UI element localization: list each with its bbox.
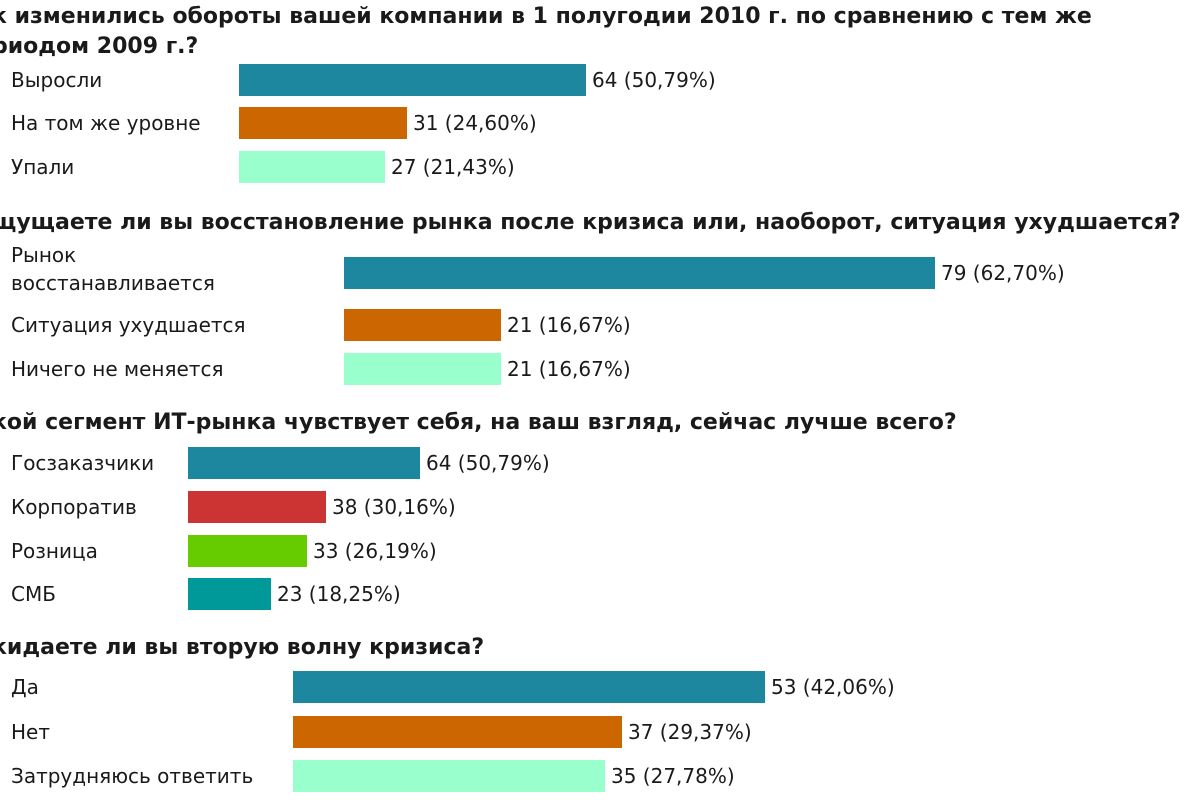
category-label: Корпоратив [11, 495, 137, 519]
bar-value-label: 79 (62,70%) [941, 261, 1065, 285]
category-label: На том же уровне [11, 111, 201, 135]
bar [293, 760, 605, 792]
bar [188, 447, 420, 479]
bar-value-label: 21 (16,67%) [507, 313, 631, 337]
bar [239, 107, 407, 139]
bar [188, 491, 326, 523]
category-label: Нет [11, 720, 50, 744]
category-label: Розница [11, 539, 98, 563]
bar-value-label: 31 (24,60%) [413, 111, 537, 135]
bar [344, 353, 501, 385]
chart-title: кидаете ли вы вторую волну кризиса? [0, 635, 485, 660]
bar-value-label: 64 (50,79%) [592, 68, 716, 92]
bar [188, 578, 271, 610]
chart-title: риодом 2009 г.? [0, 34, 199, 59]
bar-value-label: 38 (30,16%) [332, 495, 456, 519]
bar [293, 671, 765, 703]
chart-title: кой сегмент ИТ-рынка чувствует себя, на … [0, 410, 957, 435]
category-label: Выросли [11, 68, 103, 92]
bar [239, 64, 586, 96]
bar-value-label: 23 (18,25%) [277, 582, 401, 606]
bar-value-label: 37 (29,37%) [628, 720, 752, 744]
category-label: Рынок [11, 243, 77, 267]
category-label: Ситуация ухудшается [11, 313, 246, 337]
chart-title: щущаете ли вы восстановление рынка после… [0, 210, 1181, 235]
bar-value-label: 64 (50,79%) [426, 451, 550, 475]
category-label: Госзаказчики [11, 451, 155, 475]
bar-value-label: 21 (16,67%) [507, 357, 631, 381]
bar-value-label: 35 (27,78%) [611, 764, 735, 788]
bar [344, 309, 501, 341]
bar-value-label: 53 (42,06%) [771, 675, 895, 699]
bar [344, 257, 935, 289]
bar [239, 151, 385, 183]
category-label: Ничего не меняется [11, 357, 224, 381]
category-label: Упали [11, 155, 75, 179]
category-label: Затрудняюсь ответить [11, 764, 254, 788]
bar-value-label: 27 (21,43%) [391, 155, 515, 179]
category-label: восстанавливается [11, 271, 215, 295]
category-label: СМБ [11, 582, 56, 606]
chart-title: к изменились обороты вашей компании в 1 … [0, 4, 1092, 29]
bar [293, 716, 622, 748]
bar-value-label: 33 (26,19%) [313, 539, 437, 563]
category-label: Да [11, 675, 39, 699]
bar [188, 535, 307, 567]
